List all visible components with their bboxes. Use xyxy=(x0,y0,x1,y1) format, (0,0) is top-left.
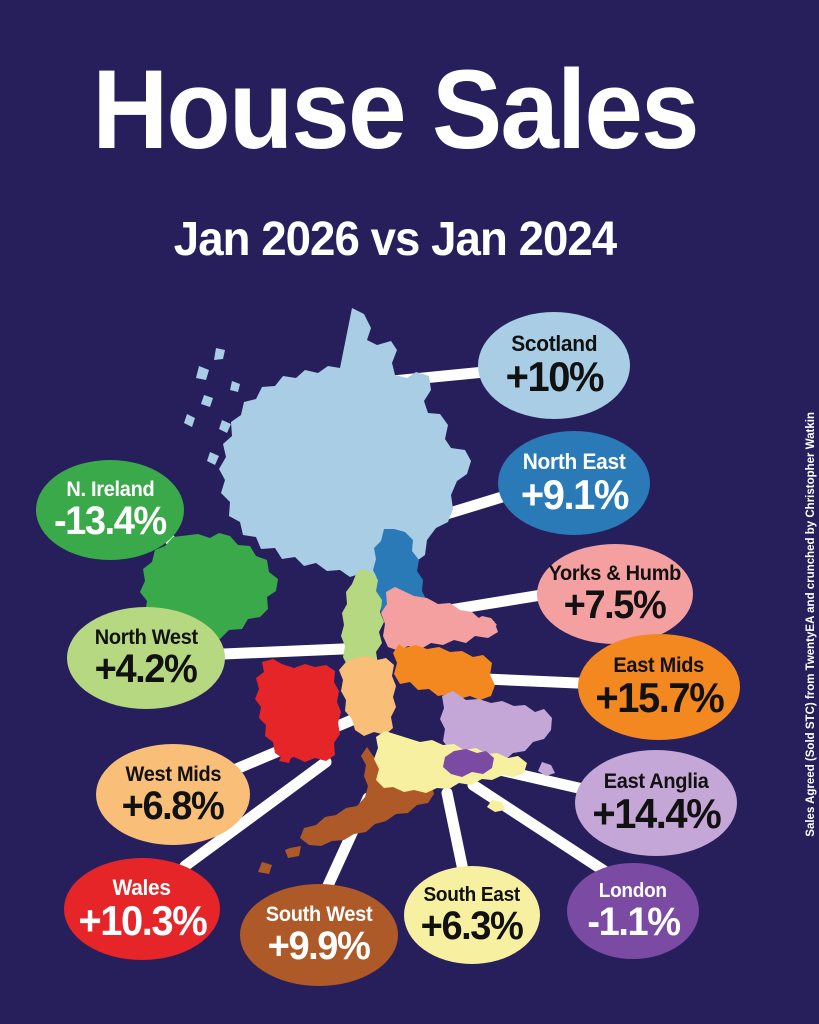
bubble-london[interactable]: London -1.1% xyxy=(567,863,699,959)
bubble-value-north-east: +9.1% xyxy=(520,470,629,518)
map-region-wales[interactable] xyxy=(255,659,341,763)
bubble-label-south-east: South East xyxy=(423,883,521,906)
bubble-east-anglia[interactable]: East Anglia +14.4% xyxy=(575,750,737,856)
bubble-value-south-east: +6.3% xyxy=(421,903,524,948)
bubble-value-south-west: +9.9% xyxy=(268,924,371,968)
map-region-west-mids[interactable] xyxy=(339,656,396,736)
bubble-value-yorks-humb: +7.5% xyxy=(564,583,667,627)
bubble-value-north-west: +4.2% xyxy=(95,647,198,691)
map-region-east-anglia[interactable] xyxy=(440,691,555,776)
map-region-yorks-humb[interactable] xyxy=(381,587,498,651)
bubble-south-east[interactable]: South East +6.3% xyxy=(404,866,540,964)
bubble-label-east-mids: East Mids xyxy=(613,654,705,677)
bubble-label-n-ireland: N. Ireland xyxy=(65,478,155,501)
bubble-value-east-anglia: +14.4% xyxy=(592,790,721,837)
bubble-label-wales: Wales xyxy=(112,874,172,900)
bubble-label-south-west: South West xyxy=(265,903,373,926)
bubble-value-london: -1.1% xyxy=(586,899,681,944)
map-region-scotland[interactable] xyxy=(184,308,471,578)
map-region-east-mids[interactable] xyxy=(393,644,495,700)
connector-south-east xyxy=(441,787,471,886)
bubble-label-scotland: Scotland xyxy=(511,331,597,356)
bubble-wales[interactable]: Wales +10.3% xyxy=(64,858,220,960)
connector-wales xyxy=(179,756,332,872)
bubble-label-yorks-humb: Yorks & Humb xyxy=(548,562,682,585)
page-title: House Sales xyxy=(92,47,699,172)
bubble-scotland[interactable]: Scotland +10% xyxy=(478,312,630,419)
bubble-value-scotland: +10% xyxy=(505,353,604,400)
bubble-value-n-ireland: -13.4% xyxy=(54,499,167,543)
bubble-label-west-mids: West Mids xyxy=(125,762,221,786)
bubble-north-west[interactable]: North West +4.2% xyxy=(67,607,225,709)
bubble-label-east-anglia: East Anglia xyxy=(603,770,709,793)
page-subtitle: Jan 2026 vs Jan 2024 xyxy=(173,213,617,266)
bubble-east-mids[interactable]: East Mids +15.7% xyxy=(578,634,740,740)
bubble-n-ireland[interactable]: N. Ireland -13.4% xyxy=(36,460,184,560)
connector-london xyxy=(467,779,618,882)
bubble-west-mids[interactable]: West Mids +6.8% xyxy=(96,744,250,845)
bubble-yorks-humb[interactable]: Yorks & Humb +7.5% xyxy=(537,544,693,644)
bubble-value-west-mids: +6.8% xyxy=(122,783,225,828)
bubble-label-london: London xyxy=(599,879,667,902)
bubble-value-east-mids: +15.7% xyxy=(595,674,724,721)
bubble-label-north-west: North West xyxy=(94,626,198,649)
bubble-south-west[interactable]: South West +9.9% xyxy=(240,884,398,986)
map-region-london[interactable] xyxy=(443,749,494,777)
bubble-north-east[interactable]: North East +9.1% xyxy=(498,431,650,535)
bubble-value-wales: +10.3% xyxy=(78,896,207,944)
bubble-label-north-east: North East xyxy=(522,448,626,474)
connector-north-west xyxy=(194,642,372,661)
